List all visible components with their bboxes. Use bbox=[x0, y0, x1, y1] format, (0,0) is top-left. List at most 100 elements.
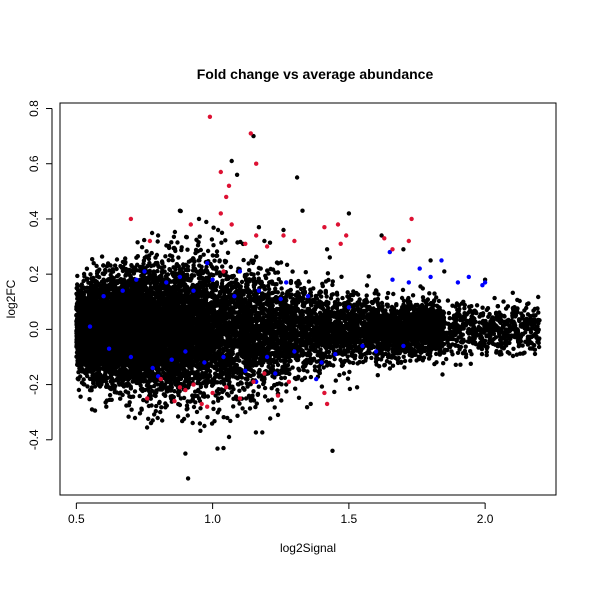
data-point bbox=[493, 335, 499, 340]
data-point bbox=[390, 363, 396, 368]
data-point bbox=[269, 397, 275, 402]
data-point bbox=[266, 287, 272, 292]
data-point bbox=[216, 387, 221, 392]
data-point bbox=[75, 273, 80, 279]
data-point bbox=[284, 382, 289, 387]
data-point bbox=[228, 264, 233, 270]
data-point bbox=[247, 406, 253, 411]
data-point bbox=[254, 401, 259, 406]
data-point bbox=[225, 415, 230, 421]
data-point bbox=[444, 356, 449, 362]
data-point bbox=[123, 256, 128, 261]
data-point bbox=[333, 378, 338, 383]
data-point bbox=[402, 365, 407, 370]
data-point bbox=[198, 428, 203, 433]
data-point bbox=[225, 250, 231, 255]
data-point bbox=[212, 258, 217, 263]
data-point bbox=[401, 298, 407, 304]
data-point bbox=[308, 374, 314, 380]
data-point bbox=[364, 293, 369, 298]
data-point bbox=[104, 404, 109, 409]
data-point bbox=[154, 403, 159, 409]
data-point bbox=[505, 304, 511, 309]
data-point bbox=[253, 404, 258, 410]
data-point bbox=[205, 248, 211, 254]
data-point bbox=[144, 249, 149, 254]
data-point bbox=[144, 425, 150, 430]
data-point bbox=[171, 234, 177, 239]
data-point bbox=[146, 416, 151, 421]
data-point bbox=[211, 225, 216, 230]
data-point bbox=[408, 358, 413, 363]
data-point bbox=[379, 300, 385, 306]
data-point bbox=[204, 219, 209, 225]
data-point bbox=[223, 238, 228, 243]
data-point bbox=[176, 255, 181, 260]
data-point bbox=[375, 373, 380, 378]
data-point bbox=[92, 384, 98, 389]
data-point bbox=[502, 314, 507, 319]
data-point bbox=[87, 397, 92, 402]
data-point bbox=[391, 291, 396, 297]
data-point bbox=[272, 382, 277, 388]
data-point bbox=[76, 387, 82, 393]
data-point bbox=[418, 284, 423, 289]
data-point bbox=[126, 414, 131, 419]
data-point bbox=[163, 254, 168, 259]
data-point bbox=[211, 406, 216, 412]
data-point bbox=[151, 383, 157, 389]
data-point bbox=[420, 295, 426, 300]
data-point bbox=[302, 375, 308, 380]
data-point bbox=[385, 290, 391, 296]
data-point bbox=[351, 360, 356, 366]
data-point bbox=[510, 290, 515, 295]
data-point bbox=[520, 343, 525, 348]
data-point bbox=[205, 415, 210, 420]
data-point bbox=[364, 283, 370, 288]
data-point bbox=[445, 298, 451, 303]
data-point bbox=[303, 270, 308, 275]
data-point bbox=[532, 351, 538, 357]
points-layer bbox=[74, 114, 542, 481]
data-point bbox=[455, 350, 461, 355]
data-point bbox=[485, 306, 491, 311]
data-point bbox=[284, 262, 290, 267]
data-point bbox=[211, 243, 216, 248]
data-point bbox=[525, 302, 530, 307]
data-point bbox=[240, 406, 245, 411]
data-point bbox=[219, 230, 225, 235]
data-point bbox=[253, 430, 259, 435]
data-point bbox=[99, 254, 105, 259]
data-point bbox=[219, 395, 224, 401]
data-point bbox=[332, 356, 337, 362]
data-point bbox=[211, 400, 216, 405]
data-point bbox=[81, 278, 86, 284]
data-point bbox=[155, 415, 160, 421]
data-point bbox=[525, 312, 531, 317]
data-point bbox=[87, 388, 93, 393]
data-point bbox=[432, 291, 437, 296]
data-point bbox=[129, 407, 134, 412]
data-point bbox=[221, 415, 226, 420]
data-point bbox=[107, 392, 113, 398]
data-point bbox=[216, 398, 221, 403]
data-point bbox=[231, 404, 236, 409]
data-point bbox=[335, 292, 340, 297]
data-point bbox=[299, 352, 304, 357]
data-point bbox=[400, 287, 406, 293]
data-point bbox=[347, 369, 352, 375]
data-point bbox=[275, 362, 281, 368]
data-point bbox=[282, 375, 288, 380]
data-point bbox=[107, 268, 112, 273]
data-point bbox=[241, 257, 246, 263]
data-point bbox=[251, 389, 256, 394]
data-point bbox=[279, 286, 284, 291]
data-point bbox=[306, 279, 312, 284]
data-point bbox=[474, 303, 480, 308]
data-point bbox=[185, 413, 190, 418]
data-point bbox=[185, 247, 190, 252]
data-point bbox=[312, 368, 318, 373]
data-point bbox=[284, 389, 289, 394]
data-point bbox=[290, 365, 295, 370]
